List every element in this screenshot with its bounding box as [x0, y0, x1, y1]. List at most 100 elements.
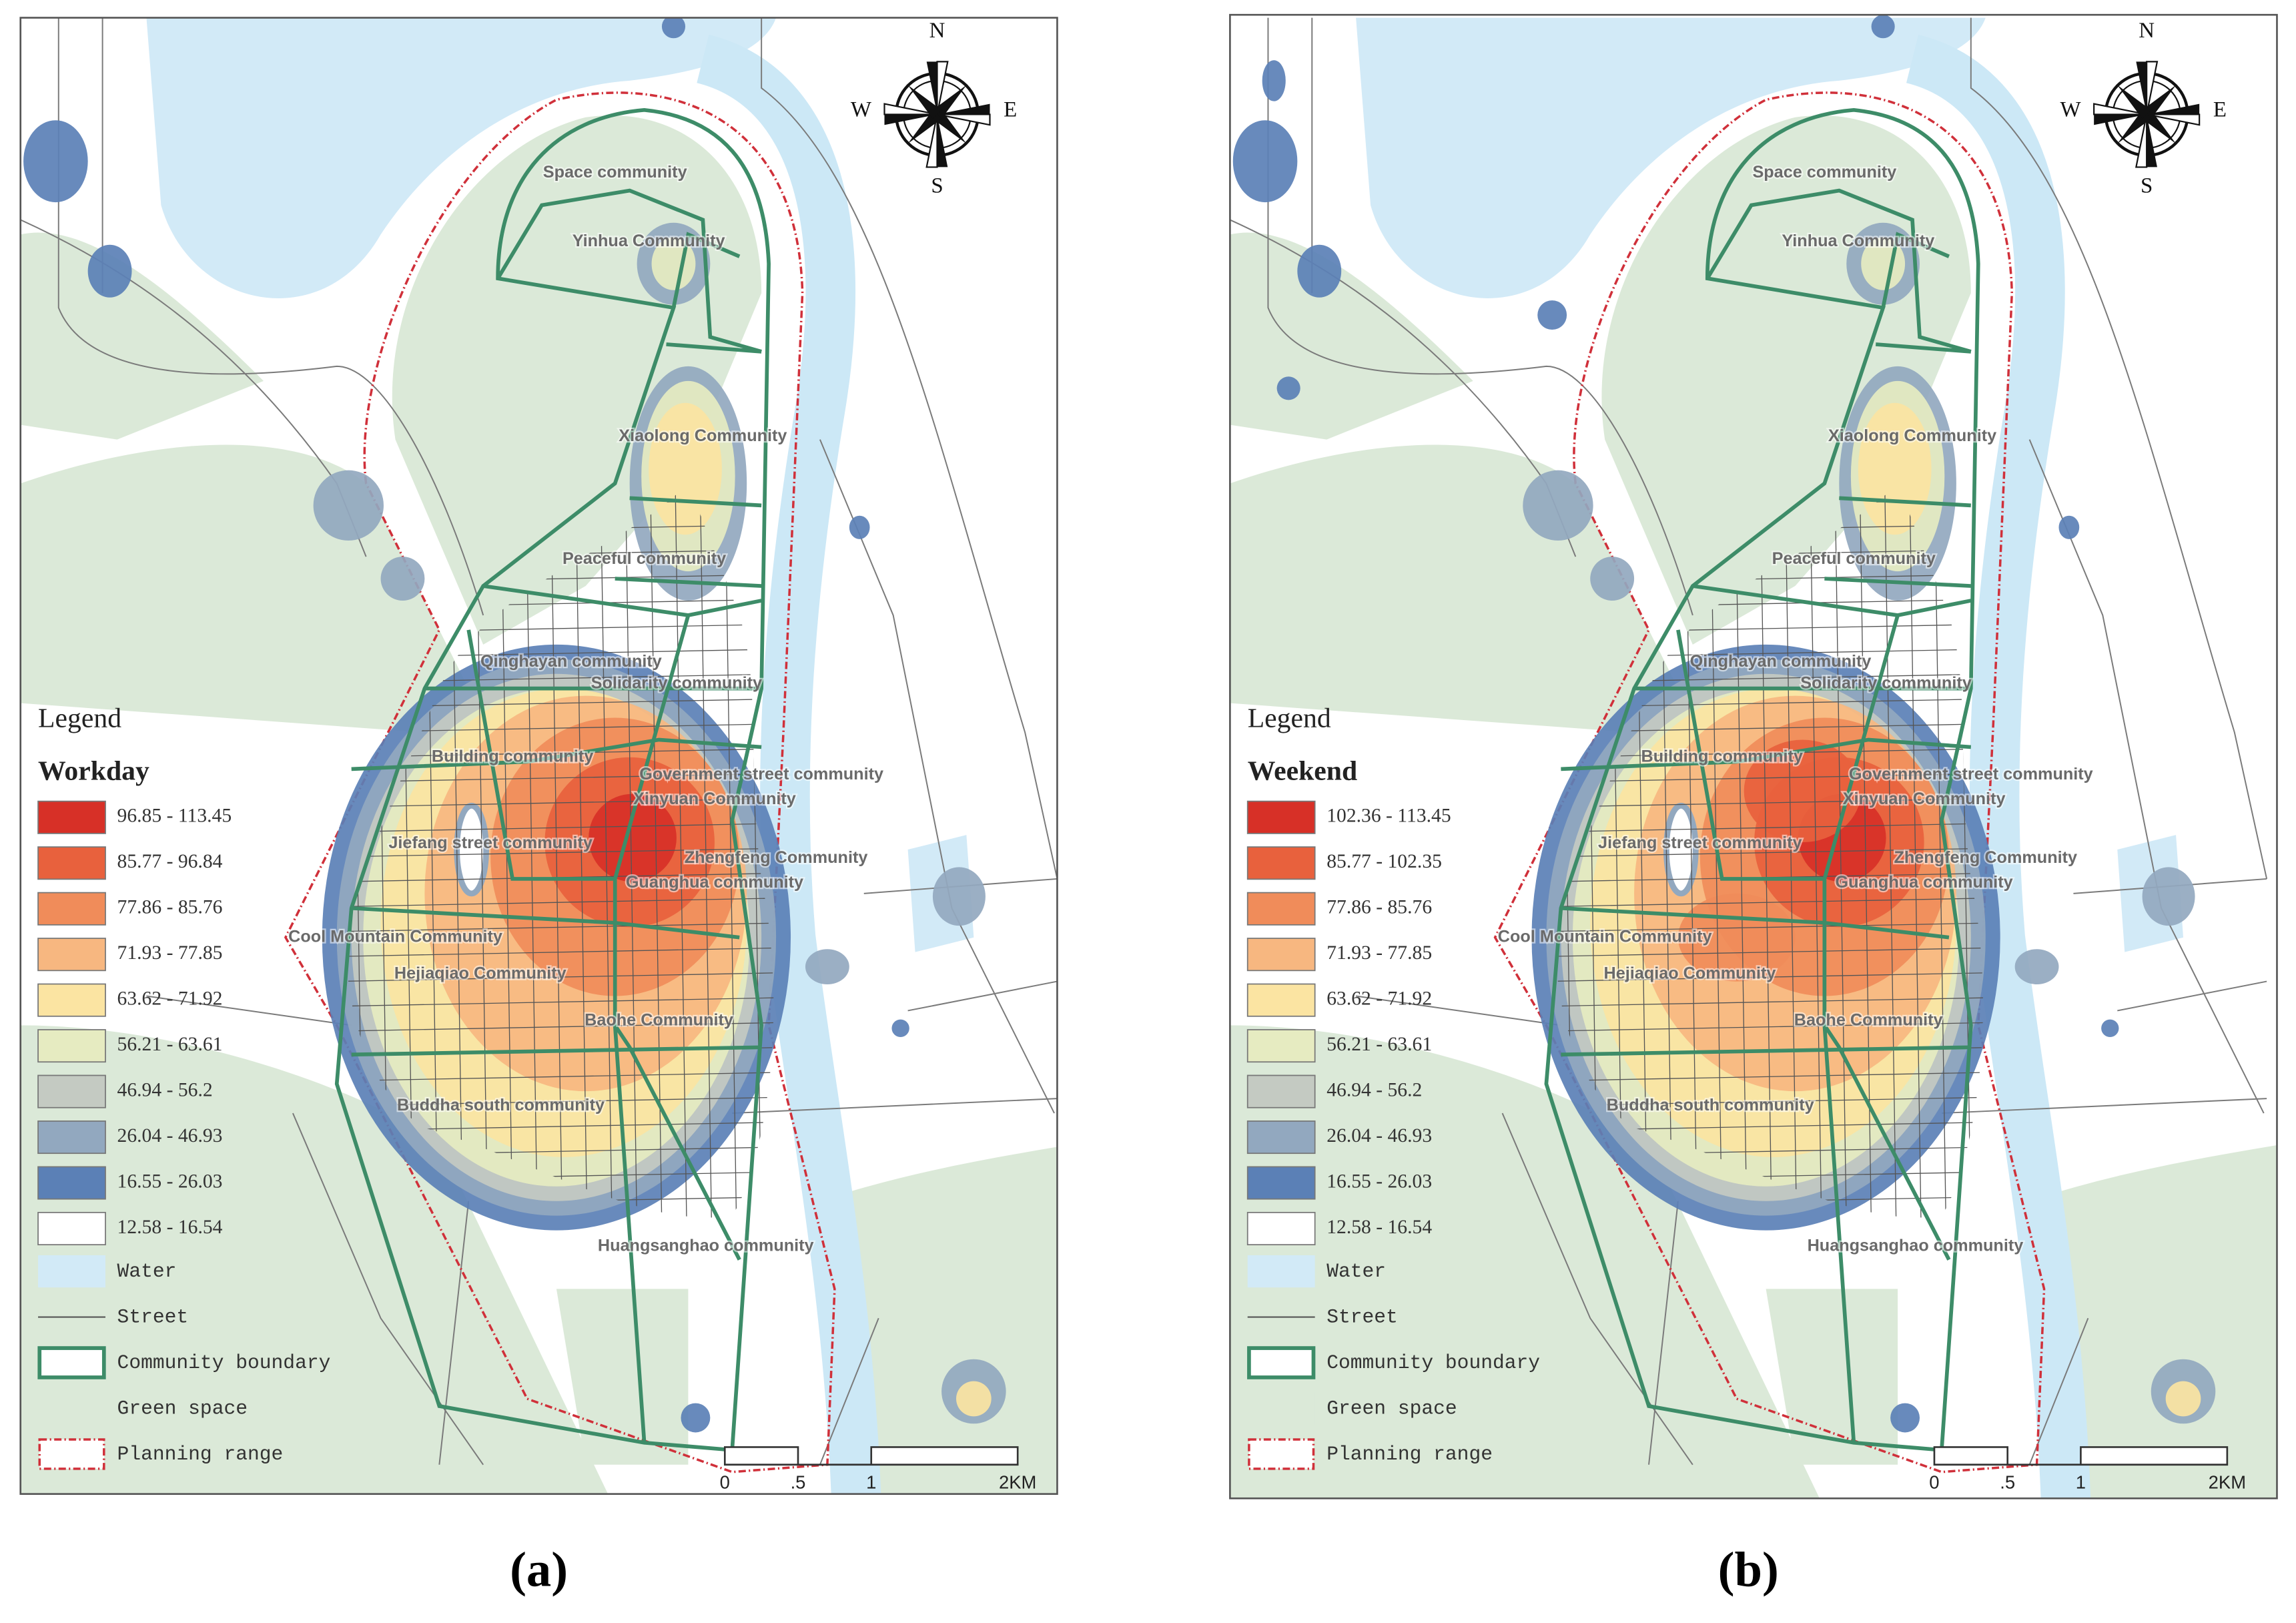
community-boundary [1561, 1045, 1971, 1057]
heat-area [2014, 949, 2059, 984]
community-label: Building community [432, 747, 593, 765]
compass-point [2135, 114, 2148, 168]
community-boundary [613, 1024, 741, 1261]
community-boundary [1839, 496, 1971, 508]
legend-swatch [37, 1166, 106, 1200]
street [1734, 483, 1748, 1218]
street [1555, 972, 1983, 982]
community-label: Buddha south community [1607, 1096, 1814, 1114]
heat-area [932, 867, 986, 926]
street [292, 1112, 484, 1466]
street [1267, 17, 1693, 616]
street [575, 483, 588, 1218]
street [57, 17, 484, 616]
community-boundary [351, 1045, 762, 1057]
scale-label: 1 [2076, 1472, 2086, 1493]
community-label: Qinghayan community [480, 652, 662, 671]
scale-label: 2KM [999, 1472, 1036, 1493]
panel: Space community Yinhua Community Xiaolong … [1229, 13, 2278, 1597]
compass-south: S [931, 174, 943, 198]
scale-label: 0 [720, 1472, 730, 1493]
legend-label: Street [1326, 1305, 1398, 1328]
street [1970, 17, 2268, 880]
compass-point [936, 61, 949, 115]
green-space [20, 232, 264, 440]
heat-area [649, 402, 722, 535]
compass-point [937, 114, 948, 168]
street [346, 997, 774, 1007]
street [1884, 483, 1897, 1218]
legend-label: 85.77 - 102.35 [1326, 851, 1442, 872]
street [346, 773, 774, 783]
community-label: Xinyuan Community [1843, 789, 2006, 808]
heat-area [849, 515, 870, 539]
heat-area [313, 470, 384, 541]
community-label: Jiefang street community [1598, 834, 1802, 852]
community-label: Cool Mountain Community [288, 927, 502, 946]
street [2028, 1317, 2089, 1466]
street [1784, 483, 1798, 1218]
community-boundary [351, 906, 740, 940]
community-label: Zhengfeng Community [685, 848, 868, 867]
heat-area [661, 17, 686, 39]
compass-point [2146, 113, 2201, 126]
legend-label: Water [1326, 1260, 1386, 1283]
compass-point [926, 61, 937, 115]
legend-label: Community boundary [1326, 1351, 1540, 1374]
community-label: Yinhua Community [1782, 232, 1934, 250]
legend-swatch [1246, 983, 1316, 1017]
legend-label: 56.21 - 63.61 [1326, 1034, 1432, 1055]
street [1809, 483, 1822, 1218]
heat-area [1744, 739, 1862, 843]
legend-label: 63.62 - 71.92 [117, 988, 223, 1009]
heat-area [2165, 1381, 2201, 1417]
heat-area [380, 557, 425, 601]
compass-south: S [2141, 174, 2153, 198]
street [438, 1201, 470, 1465]
heat-area [1871, 15, 1895, 39]
legend-label: 96.85 - 113.45 [117, 805, 232, 827]
compass-west: W [851, 98, 871, 122]
street [1555, 822, 1983, 833]
community-boundary [351, 737, 762, 771]
legend-swatch [1247, 1255, 1315, 1288]
heat-area [1858, 402, 1932, 535]
community-label: Hejiaqiao Community [394, 964, 566, 982]
scale-label: .5 [791, 1472, 806, 1493]
water [1356, 17, 1986, 298]
scale-bar [1933, 1446, 2229, 1466]
compass-point [2094, 114, 2147, 125]
heat-area [1890, 1403, 1920, 1433]
community-boundary [1676, 629, 1825, 881]
street [1941, 1098, 2267, 1114]
panel-caption: (b) [1718, 1542, 1779, 1597]
legend-swatch [1246, 1166, 1316, 1200]
compass-point [937, 113, 991, 126]
legend-swatch [1247, 1392, 1315, 1425]
street [346, 947, 774, 957]
community-label: Space community [543, 163, 687, 182]
street [346, 797, 774, 808]
legend-symbol [1248, 1438, 1315, 1470]
street [2117, 980, 2267, 1012]
community-label: Guanghua community [1835, 873, 2012, 892]
community-label: Government street community [639, 765, 883, 783]
compass-point [925, 114, 938, 168]
community-label: Building community [1641, 747, 1803, 765]
community-boundary [1822, 615, 1900, 1443]
heat-area [1523, 470, 1593, 541]
scale-label: 2KM [2209, 1472, 2246, 1493]
legend-swatch [37, 938, 106, 972]
legend-label: 71.93 - 77.85 [1326, 942, 1432, 964]
compass-point [2146, 61, 2159, 115]
street [907, 980, 1058, 1012]
compass-east: E [2213, 98, 2227, 122]
legend-swatch [1246, 1211, 1316, 1246]
legend-label: 77.86 - 85.76 [117, 897, 223, 918]
street [1555, 797, 1983, 808]
community-label: Baohe Community [585, 1010, 733, 1029]
legend-swatch [1246, 1029, 1316, 1063]
legend-label: 12.58 - 16.54 [117, 1217, 223, 1238]
legend-subtitle: Weekend [1248, 756, 1357, 787]
legend-symbol [37, 1346, 106, 1379]
